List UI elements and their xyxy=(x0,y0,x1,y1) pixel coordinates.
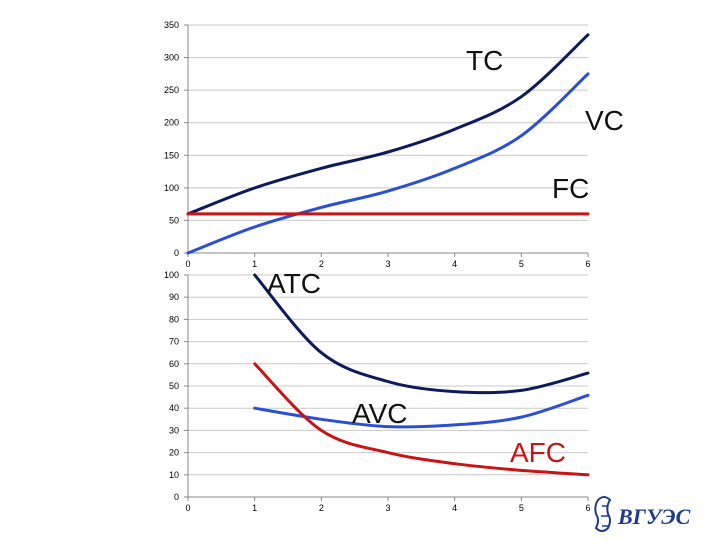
total-cost-y-tick-label: 300 xyxy=(164,53,179,63)
average-cost-series xyxy=(253,273,590,477)
average-cost-y-tick-label: 90 xyxy=(169,292,179,302)
total-cost-y-tick-label: 250 xyxy=(164,85,179,95)
average-cost-y-tick-label: 20 xyxy=(169,448,179,458)
total-cost-x-tick-label: 2 xyxy=(319,259,324,269)
series-line-afc xyxy=(253,362,590,477)
average-cost-x-tick-label: 2 xyxy=(319,503,324,513)
average-cost-y-tick-label: 60 xyxy=(169,359,179,369)
university-logo: ВГУЭС xyxy=(594,496,691,532)
total-cost-x-tick-label: 6 xyxy=(585,259,590,269)
average-cost-y-tick-label: 100 xyxy=(164,270,179,280)
average-cost-x-tick-label: 6 xyxy=(585,503,590,513)
afc-label: AFC xyxy=(510,437,566,468)
average-cost-y-tick-label: 50 xyxy=(169,381,179,391)
average-cost-y-tick-label: 30 xyxy=(169,425,179,435)
average-cost-x-ticks: 0 1 2 3 4 5 6 xyxy=(185,497,591,513)
total-cost-y-ticks: 0 50 100 150 200 250 300 350 xyxy=(164,20,188,258)
vc-label: VC xyxy=(585,105,624,136)
total-cost-x-tick-label: 3 xyxy=(385,259,390,269)
total-cost-y-tick-label: 50 xyxy=(169,215,179,225)
total-cost-x-tick-label: 0 xyxy=(185,259,190,269)
average-cost-y-tick-label: 70 xyxy=(169,337,179,347)
average-cost-y-tick-label: 0 xyxy=(174,492,179,502)
series-line-vc xyxy=(186,72,590,255)
total-cost-y-tick-label: 100 xyxy=(164,183,179,193)
tc-label: TC xyxy=(466,45,503,76)
total-cost-x-tick-label: 5 xyxy=(519,259,524,269)
average-cost-x-tick-label: 3 xyxy=(385,503,390,513)
logo-text: ВГУЭС xyxy=(617,504,691,529)
atc-label: ATC xyxy=(267,268,321,299)
average-cost-y-tick-label: 80 xyxy=(169,314,179,324)
average-cost-chart: 0 10 20 30 40 50 60 70 80 90 100 0 1 2 3 4 5 6 xyxy=(164,270,591,513)
total-cost-x-ticks: 0 1 2 3 4 5 6 xyxy=(185,253,591,269)
average-cost-y-tick-label: 10 xyxy=(169,470,179,480)
average-cost-y-ticks: 0 10 20 30 40 50 60 70 80 90 100 xyxy=(164,270,188,502)
series-line-tc xyxy=(186,33,590,216)
total-cost-y-tick-label: 200 xyxy=(164,118,179,128)
university-emblem-icon xyxy=(594,496,612,532)
series-line-atc xyxy=(253,273,590,395)
average-cost-x-tick-label: 4 xyxy=(452,503,457,513)
total-cost-x-tick-label: 1 xyxy=(252,259,257,269)
series-line-avc xyxy=(253,393,590,429)
total-cost-y-tick-label: 350 xyxy=(164,20,179,30)
total-cost-y-tick-label: 0 xyxy=(174,248,179,258)
average-cost-x-tick-label: 0 xyxy=(185,503,190,513)
average-cost-x-tick-label: 1 xyxy=(252,503,257,513)
average-cost-y-tick-label: 40 xyxy=(169,403,179,413)
average-cost-x-tick-label: 5 xyxy=(519,503,524,513)
total-cost-series xyxy=(186,33,590,255)
avc-label: AVC xyxy=(352,398,408,429)
total-cost-y-tick-label: 150 xyxy=(164,150,179,160)
fc-label: FC xyxy=(552,173,589,204)
total-cost-chart: 0 50 100 150 200 250 300 350 0 1 2 3 4 5 6 xyxy=(164,20,591,269)
total-cost-x-tick-label: 4 xyxy=(452,259,457,269)
